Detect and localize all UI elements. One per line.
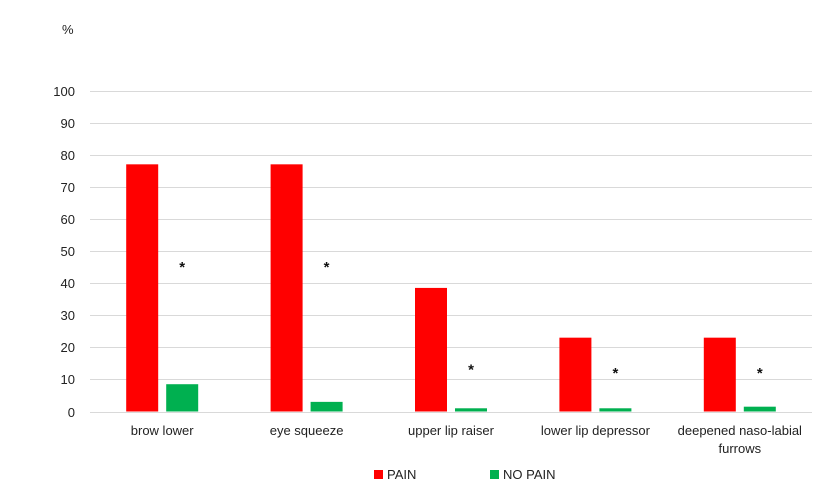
y-tick-label: 90: [61, 116, 75, 131]
no-pain-bar: [166, 384, 199, 412]
legend-label: NO PAIN: [503, 467, 556, 482]
significance-star: *: [757, 365, 763, 382]
significance-star: *: [612, 365, 618, 382]
y-axis-unit-label: %: [62, 22, 74, 37]
x-category-label: brow lower: [131, 423, 195, 438]
pain-bar: [126, 164, 159, 412]
x-category-label: upper lip raiser: [408, 423, 495, 438]
y-tick-label: 20: [61, 340, 75, 355]
bars: [126, 164, 776, 412]
y-tick-label: 0: [68, 405, 75, 420]
no-pain-bar: [310, 401, 343, 412]
y-tick-label: 70: [61, 180, 75, 195]
y-tick-label: 80: [61, 148, 75, 163]
legend-swatch: [490, 470, 499, 479]
y-tick-label: 40: [61, 276, 75, 291]
pain-bar: [703, 337, 736, 412]
x-category-label: furrows: [718, 441, 761, 456]
legend-item: NO PAIN: [490, 467, 556, 482]
significance-star: *: [324, 259, 330, 276]
y-tick-label: 50: [61, 244, 75, 259]
legend-item: PAIN: [374, 467, 416, 482]
legend-label: PAIN: [387, 467, 416, 482]
y-axis-ticks: 0 10 20 30 40 50 60 70 80 90 100: [53, 84, 75, 420]
legend: PAIN NO PAIN: [374, 467, 556, 482]
pain-bar: [270, 164, 303, 412]
pain-bar: [415, 287, 447, 412]
no-pain-bar: [455, 408, 487, 412]
y-tick-label: 60: [61, 212, 75, 227]
legend-swatch: [374, 470, 383, 479]
gridlines: [90, 91, 812, 413]
significance-star: *: [179, 259, 185, 276]
y-tick-label: 30: [61, 308, 75, 323]
significance-star: *: [468, 362, 474, 379]
no-pain-bar: [599, 408, 632, 412]
y-tick-label: 10: [61, 372, 75, 387]
x-category-label: eye squeeze: [270, 423, 344, 438]
pain-bar: [559, 337, 592, 412]
x-axis-category-labels: brow lower eye squeeze upper lip raiser low…: [131, 423, 802, 456]
y-tick-label: 100: [53, 84, 75, 99]
x-category-label: deepened naso-labial: [678, 423, 802, 438]
x-category-label: lower lip depressor: [541, 423, 651, 438]
significance-markers: * * * * *: [179, 259, 763, 382]
no-pain-bar: [743, 406, 776, 412]
